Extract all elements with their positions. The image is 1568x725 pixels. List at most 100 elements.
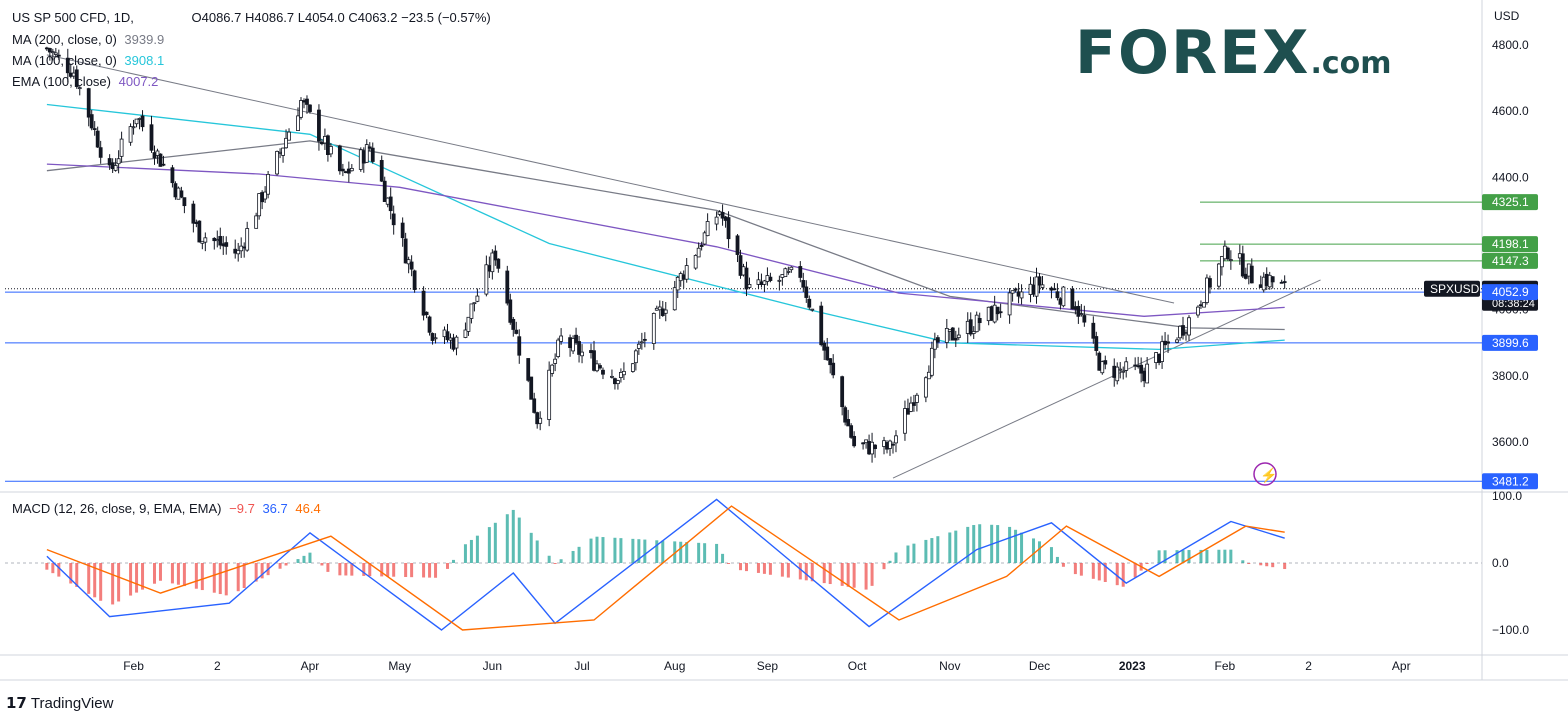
macd-histogram-bar — [1121, 563, 1125, 587]
time-tick-label: 2 — [1305, 659, 1312, 673]
candle-body — [299, 100, 303, 118]
macd-histogram-bar — [1037, 541, 1041, 563]
macd-histogram-bar — [75, 563, 79, 587]
macd-histogram-bar — [912, 543, 916, 563]
time-tick-label: Nov — [939, 659, 960, 673]
macd-header[interactable]: MACD (12, 26, close, 9, EMA, EMA) −9.7 3… — [12, 501, 325, 516]
macd-histogram-bar — [535, 540, 539, 563]
candle-body — [1133, 364, 1138, 367]
candle-body — [998, 311, 1003, 314]
macd-histogram-bar — [344, 563, 348, 576]
indicator-ma200[interactable]: MA (200, close, 0) 3939.9 — [12, 32, 168, 47]
macd-histogram-bar — [45, 563, 49, 570]
candle-body — [119, 138, 124, 157]
candle-body — [702, 232, 707, 245]
macd-histogram-bar — [1014, 529, 1018, 563]
candle-body — [379, 160, 384, 182]
candle-body — [873, 444, 877, 450]
candle-body — [514, 329, 519, 334]
candle-body — [1115, 366, 1120, 382]
macd-histogram-bar — [1259, 563, 1263, 566]
price-tag-box — [1482, 236, 1538, 253]
tradingview-brand[interactable]: 𝟭𝟳 TradingView — [6, 694, 113, 712]
candle-body — [849, 425, 854, 438]
candle-body — [92, 128, 97, 130]
candle-body — [95, 130, 100, 148]
macd-histogram-bar — [894, 552, 898, 563]
candle-body — [1282, 281, 1287, 283]
macd-histogram-bar — [218, 563, 222, 595]
candle-body — [50, 51, 55, 54]
ma200-line — [46, 140, 1285, 331]
lightning-icon — [1253, 462, 1277, 486]
macd-histogram-bar — [966, 526, 970, 563]
price-tag-3899.6: 3899.6 — [1482, 334, 1538, 351]
candle-body — [442, 329, 447, 338]
candle-body — [454, 336, 459, 349]
macd-histogram-bar — [236, 563, 240, 592]
candle-body — [358, 149, 363, 170]
candle-body — [547, 369, 552, 420]
indicator-ema100[interactable]: EMA (100, close) 4007.2 — [12, 74, 162, 89]
candle-body — [974, 314, 979, 333]
candle-body — [1082, 315, 1087, 323]
candle-body — [1237, 253, 1242, 259]
macd-histogram-bar — [655, 540, 659, 563]
candle-body — [1163, 340, 1167, 346]
candle-body — [149, 124, 154, 151]
candle-body — [906, 408, 910, 415]
candle-body — [77, 87, 82, 90]
candle-body — [511, 318, 516, 330]
candle-body — [882, 440, 886, 447]
macd-histogram-bar — [117, 563, 121, 602]
macd-histogram-bar — [1073, 563, 1077, 575]
candle-body — [574, 334, 578, 344]
candle-body — [1055, 291, 1060, 299]
macd-histogram-bar — [326, 563, 330, 572]
macd-histogram-bar — [493, 522, 497, 563]
indicator-label: MA (100, close, 0) — [12, 53, 117, 68]
candle-body — [726, 217, 731, 240]
candle-body — [616, 380, 620, 385]
candle-body — [765, 275, 770, 282]
candle-body — [538, 417, 543, 424]
candle-body — [472, 302, 477, 305]
candle-body — [801, 280, 806, 288]
macd-histogram-bar — [906, 545, 910, 563]
candle-body — [254, 215, 259, 229]
candle-body — [684, 265, 689, 280]
candle-body — [1058, 298, 1063, 305]
macd-histogram-bar — [428, 563, 432, 578]
candle-body — [278, 151, 282, 154]
candle-body — [720, 211, 725, 219]
candle-body — [182, 197, 187, 207]
candle-body — [1184, 332, 1188, 334]
indicator-ma100[interactable]: MA (100, close, 0) 3908.1 — [12, 53, 168, 68]
macd-signal-value: 46.4 — [295, 501, 321, 516]
candle-body — [86, 88, 91, 118]
candle-body — [1073, 306, 1078, 310]
macd-histogram-bar — [703, 543, 707, 563]
candle-body — [714, 216, 719, 225]
candle-body — [1216, 263, 1221, 287]
trendline — [892, 279, 1321, 479]
price-tick-label: 4600.0 — [1492, 104, 1529, 118]
candle-body — [1040, 284, 1045, 288]
symbol-label[interactable]: US SP 500 CFD, 1D, — [12, 10, 134, 25]
candle-body — [346, 168, 351, 174]
macd-histogram-bar — [302, 555, 306, 563]
macd-histogram-bar — [338, 563, 342, 576]
candle-body — [995, 306, 1000, 315]
indicator-value: 3939.9 — [124, 32, 165, 47]
candle-body — [529, 376, 534, 400]
candle-body — [1157, 353, 1161, 363]
macd-histogram-bar — [158, 563, 162, 581]
macd-histogram-bar — [386, 563, 390, 577]
candle-body — [870, 441, 874, 455]
candle-body — [403, 238, 408, 264]
macd-tick-label: 100.0 — [1492, 489, 1522, 503]
candle-body — [1097, 352, 1102, 371]
candle-body — [825, 346, 830, 361]
candle-body — [789, 266, 794, 271]
